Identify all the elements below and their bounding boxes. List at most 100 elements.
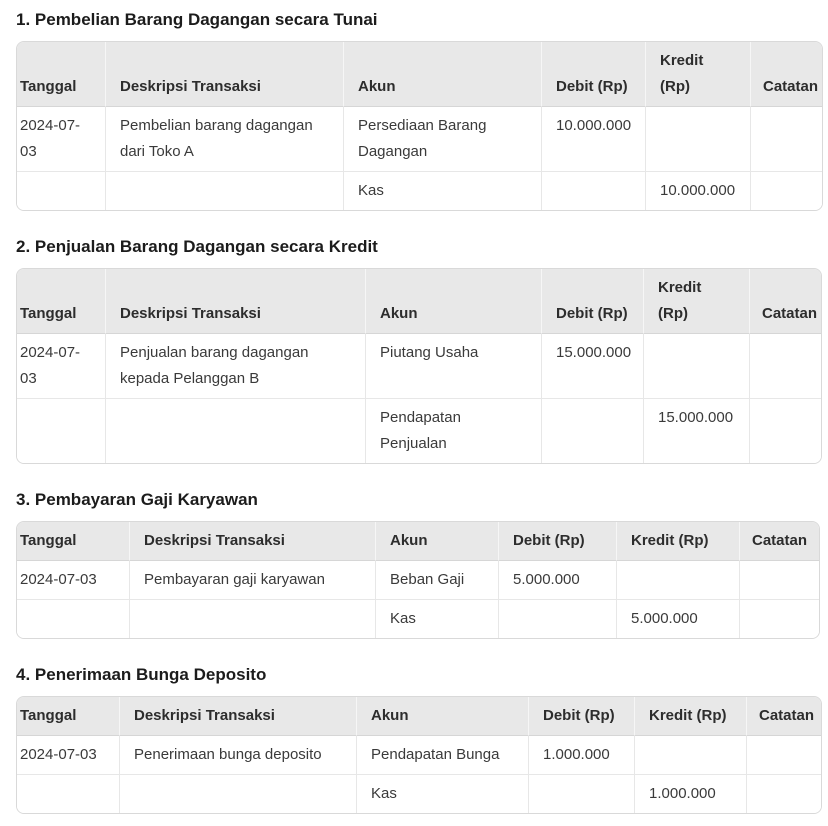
table-body: 2024-07-03 Penjualan barang dagangan kepa… xyxy=(17,334,821,463)
column-header: Deskripsi Transaksi xyxy=(105,269,365,334)
table-cell: 1.000.000 xyxy=(528,736,634,774)
table-cell: 2024-07-03 xyxy=(17,334,105,398)
table-cell xyxy=(541,171,645,210)
table-cell: 15.000.000 xyxy=(643,398,749,463)
table-row: Kas 1.000.000 xyxy=(17,774,821,813)
column-header: Deskripsi Transaksi xyxy=(129,522,375,561)
section-title: 1. Pembelian Barang Dagangan secara Tuna… xyxy=(16,10,378,29)
table-cell: Persediaan Barang Dagangan xyxy=(343,107,541,171)
column-header: Kredit (Rp) xyxy=(634,697,746,736)
column-header: Tanggal xyxy=(17,522,129,561)
table-body: 2024-07-03 Penerimaan bunga deposito Penda… xyxy=(17,736,821,813)
journal-table: Tanggal Deskripsi Transaksi Akun Debit (Rp)… xyxy=(16,696,822,814)
table-cell: 2024-07-03 xyxy=(17,107,105,171)
journal-section: 2. Penjualan Barang Dagangan secara Kred… xyxy=(16,236,828,464)
table-cell xyxy=(17,599,129,638)
column-header: Akun xyxy=(365,269,541,334)
table-cell: Beban Gaji xyxy=(375,561,498,599)
column-header: Catatan xyxy=(750,42,822,107)
column-header: Catatan xyxy=(746,697,821,736)
table-cell xyxy=(750,171,822,210)
table-head: Tanggal Deskripsi Transaksi Akun Debit (Rp)… xyxy=(17,697,821,736)
column-header: Deskripsi Transaksi xyxy=(105,42,343,107)
column-header: Akun xyxy=(375,522,498,561)
table-body: 2024-07-03 Pembayaran gaji karyawan Beban … xyxy=(17,561,819,638)
column-header: Akun xyxy=(356,697,528,736)
header-row: Tanggal Deskripsi Transaksi Akun Debit (Rp)… xyxy=(17,269,821,334)
table-cell: 5.000.000 xyxy=(498,561,616,599)
table-cell xyxy=(749,334,821,398)
table-cell xyxy=(541,398,643,463)
table-cell: 10.000.000 xyxy=(541,107,645,171)
table-row: Kas 5.000.000 xyxy=(17,599,819,638)
table-head: Tanggal Deskripsi Transaksi Akun Debit (Rp)… xyxy=(17,522,819,561)
journal-section: 3. Pembayaran Gaji Karyawan Tanggal Deskri… xyxy=(16,489,828,639)
section-title: 4. Penerimaan Bunga Deposito xyxy=(16,665,267,684)
table-cell xyxy=(528,774,634,813)
table-cell xyxy=(105,398,365,463)
column-header: Tanggal xyxy=(17,42,105,107)
header-row: Tanggal Deskripsi Transaksi Akun Debit (Rp)… xyxy=(17,522,819,561)
table-cell xyxy=(749,398,821,463)
table-cell: 15.000.000 xyxy=(541,334,643,398)
column-header: Kredit (Rp) xyxy=(645,42,750,107)
column-header: Akun xyxy=(343,42,541,107)
table-cell xyxy=(129,599,375,638)
table-cell xyxy=(746,736,821,774)
journal-table: Tanggal Deskripsi Transaksi Akun Debit (Rp)… xyxy=(16,41,823,211)
table-cell: 2024-07-03 xyxy=(17,561,129,599)
column-header: Catatan xyxy=(749,269,821,334)
table-cell xyxy=(17,774,119,813)
journal-table: Tanggal Deskripsi Transaksi Akun Debit (Rp)… xyxy=(16,268,822,464)
column-header: Debit (Rp) xyxy=(541,269,643,334)
table-row: 2024-07-03 Pembelian barang dagangan dari… xyxy=(17,107,822,171)
table-row: 2024-07-03 Penerimaan bunga deposito Penda… xyxy=(17,736,821,774)
table-cell: Pendapatan Penjualan xyxy=(365,398,541,463)
table-head: Tanggal Deskripsi Transaksi Akun Debit (Rp)… xyxy=(17,269,821,334)
table-cell xyxy=(750,107,822,171)
column-header: Kredit (Rp) xyxy=(616,522,739,561)
section-title: 2. Penjualan Barang Dagangan secara Kred… xyxy=(16,237,378,256)
table-cell: 10.000.000 xyxy=(645,171,750,210)
table-cell xyxy=(643,334,749,398)
column-header: Debit (Rp) xyxy=(541,42,645,107)
table-cell xyxy=(119,774,356,813)
table-cell xyxy=(17,171,105,210)
table-cell: Pembayaran gaji karyawan xyxy=(129,561,375,599)
column-header: Kredit (Rp) xyxy=(643,269,749,334)
column-header: Deskripsi Transaksi xyxy=(119,697,356,736)
header-row: Tanggal Deskripsi Transaksi Akun Debit (Rp)… xyxy=(17,697,821,736)
table-cell: Kas xyxy=(375,599,498,638)
journal-section: 1. Pembelian Barang Dagangan secara Tuna… xyxy=(16,9,828,211)
column-header: Debit (Rp) xyxy=(528,697,634,736)
table-row: Pendapatan Penjualan 15.000.000 xyxy=(17,398,821,463)
section-title: 3. Pembayaran Gaji Karyawan xyxy=(16,490,258,509)
table-cell xyxy=(105,171,343,210)
table-cell: 5.000.000 xyxy=(616,599,739,638)
table-cell: Piutang Usaha xyxy=(365,334,541,398)
table-row: 2024-07-03 Penjualan barang dagangan kepa… xyxy=(17,334,821,398)
table-cell: Penerimaan bunga deposito xyxy=(119,736,356,774)
table-cell: 2024-07-03 xyxy=(17,736,119,774)
table-cell xyxy=(17,398,105,463)
table-row: Kas 10.000.000 xyxy=(17,171,822,210)
table-cell xyxy=(616,561,739,599)
table-cell: Pembelian barang dagangan dari Toko A xyxy=(105,107,343,171)
table-cell: Penjualan barang dagangan kepada Pelangg… xyxy=(105,334,365,398)
table-cell xyxy=(739,561,819,599)
table-cell: Kas xyxy=(356,774,528,813)
table-cell: 1.000.000 xyxy=(634,774,746,813)
journal-section: 4. Penerimaan Bunga Deposito Tanggal Deskr… xyxy=(16,664,828,814)
table-cell xyxy=(746,774,821,813)
table-cell xyxy=(634,736,746,774)
table-cell: Pendapatan Bunga xyxy=(356,736,528,774)
table-row: 2024-07-03 Pembayaran gaji karyawan Beban … xyxy=(17,561,819,599)
table-body: 2024-07-03 Pembelian barang dagangan dari… xyxy=(17,107,822,210)
column-header: Tanggal xyxy=(17,697,119,736)
table-cell xyxy=(739,599,819,638)
journal-table: Tanggal Deskripsi Transaksi Akun Debit (Rp)… xyxy=(16,521,820,639)
table-cell xyxy=(645,107,750,171)
table-cell xyxy=(498,599,616,638)
column-header: Debit (Rp) xyxy=(498,522,616,561)
